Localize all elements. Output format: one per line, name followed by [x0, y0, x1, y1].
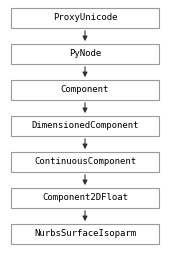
- Text: NurbsSurfaceIsoparm: NurbsSurfaceIsoparm: [34, 230, 136, 238]
- FancyBboxPatch shape: [11, 188, 159, 208]
- Text: ContinuousComponent: ContinuousComponent: [34, 158, 136, 167]
- FancyBboxPatch shape: [11, 44, 159, 64]
- FancyBboxPatch shape: [11, 8, 159, 28]
- FancyBboxPatch shape: [11, 116, 159, 136]
- Text: DimensionedComponent: DimensionedComponent: [31, 121, 139, 131]
- FancyBboxPatch shape: [11, 152, 159, 172]
- Text: Component: Component: [61, 85, 109, 95]
- Text: ProxyUnicode: ProxyUnicode: [53, 14, 117, 22]
- Text: Component2DFloat: Component2DFloat: [42, 194, 128, 202]
- FancyBboxPatch shape: [11, 80, 159, 100]
- Text: PyNode: PyNode: [69, 49, 101, 58]
- FancyBboxPatch shape: [11, 224, 159, 244]
